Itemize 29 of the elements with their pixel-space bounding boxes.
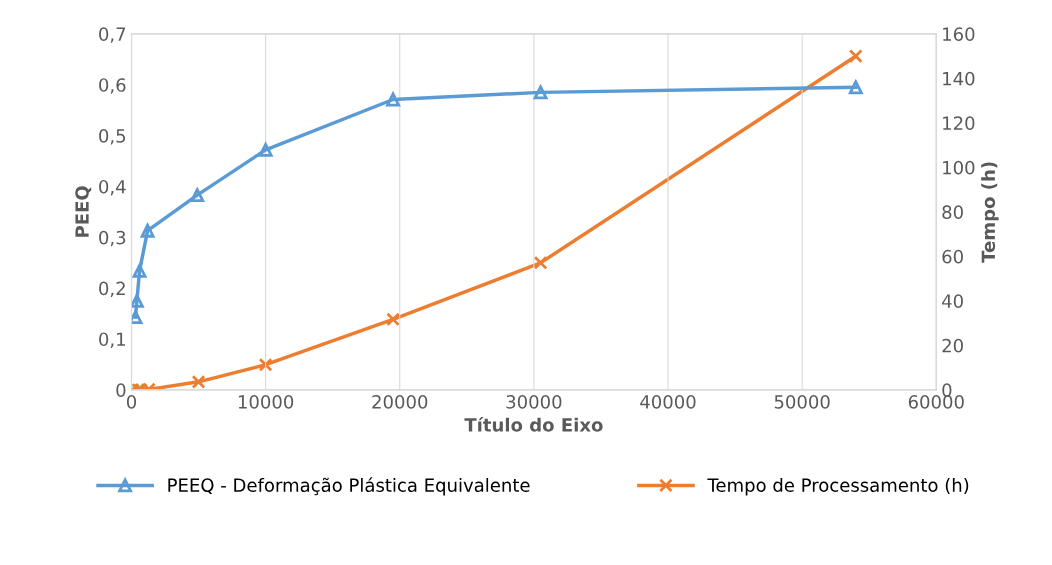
legend-label: PEEQ - Deformação Plástica Equivalente [168,477,530,496]
y2-tick-label: 140 [943,71,975,86]
x-tick-label: 0 [126,395,137,409]
y2-tick-label: 120 [943,116,975,130]
y-tick-label: 0,2 [99,281,125,298]
y2-axis-title: Tempo (h) [981,162,999,263]
legend-label: Tempo de Processamento (h) [707,478,969,496]
x-tick-label: 20000 [372,395,428,409]
y2-tick-label: 160 [943,27,975,42]
x-axis-title: Título do Eixo [464,417,603,432]
y-tick-label: 0,3 [99,230,126,247]
y2-tick-label: 0 [942,383,952,397]
y-tick-label: 0 [116,383,126,397]
y2-tick-label: 40 [942,294,963,308]
y-tick-label: 0,5 [99,129,126,145]
x-tick-label: 30000 [506,395,562,409]
x-tick-label: 60000 [908,395,964,409]
y2-tick-label: 60 [942,249,963,264]
y-tick-label: 0,4 [99,179,126,196]
y2-tick-label: 80 [942,205,963,219]
y-tick-label: 0,6 [99,78,126,94]
x-tick-label: 40000 [640,395,696,409]
y-tick-label: 0,7 [99,27,126,43]
y-tick-label: 0,1 [99,332,125,348]
x-tick-label: 50000 [774,395,830,409]
y-axis-title: PEEQ [75,186,92,237]
y2-tick-label: 20 [942,338,963,353]
x-tick-label: 10000 [238,395,294,409]
y2-tick-label: 100 [943,160,975,175]
